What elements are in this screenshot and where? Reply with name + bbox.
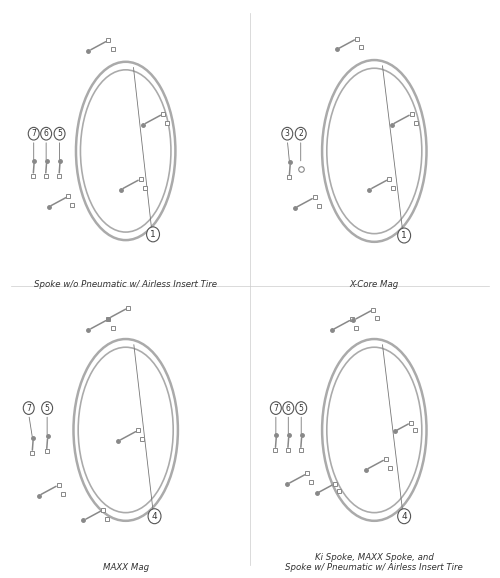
Text: 1: 1	[150, 230, 156, 239]
Circle shape	[283, 402, 294, 414]
Circle shape	[270, 402, 281, 414]
Text: 7: 7	[26, 403, 31, 413]
Text: X-Core Mag: X-Core Mag	[350, 280, 399, 289]
Text: 6: 6	[286, 403, 290, 413]
Circle shape	[42, 402, 52, 414]
Circle shape	[148, 509, 161, 524]
Text: 2: 2	[298, 129, 303, 138]
Circle shape	[296, 402, 306, 414]
Text: MAXX Mag: MAXX Mag	[102, 563, 149, 572]
Circle shape	[24, 402, 34, 414]
Text: 1: 1	[402, 231, 407, 240]
Text: 5: 5	[57, 129, 62, 138]
Text: 5: 5	[44, 403, 50, 413]
Text: 6: 6	[44, 129, 49, 138]
Text: 7: 7	[32, 129, 36, 138]
Text: 3: 3	[285, 129, 290, 138]
Circle shape	[398, 509, 410, 524]
Circle shape	[295, 127, 306, 140]
Circle shape	[28, 127, 39, 140]
Text: Spoke w/o Pneumatic w/ Airless Insert Tire: Spoke w/o Pneumatic w/ Airless Insert Ti…	[34, 280, 217, 289]
Text: 5: 5	[299, 403, 304, 413]
Circle shape	[398, 228, 410, 243]
Text: 7: 7	[274, 403, 278, 413]
Text: Ki Spoke, MAXX Spoke, and
Spoke w/ Pneumatic w/ Airless Insert Tire: Ki Spoke, MAXX Spoke, and Spoke w/ Pneum…	[286, 553, 463, 572]
Circle shape	[54, 127, 65, 140]
Circle shape	[146, 227, 160, 242]
Text: 4: 4	[402, 512, 407, 521]
Circle shape	[282, 127, 293, 140]
Text: 4: 4	[152, 512, 158, 521]
Circle shape	[40, 127, 52, 140]
